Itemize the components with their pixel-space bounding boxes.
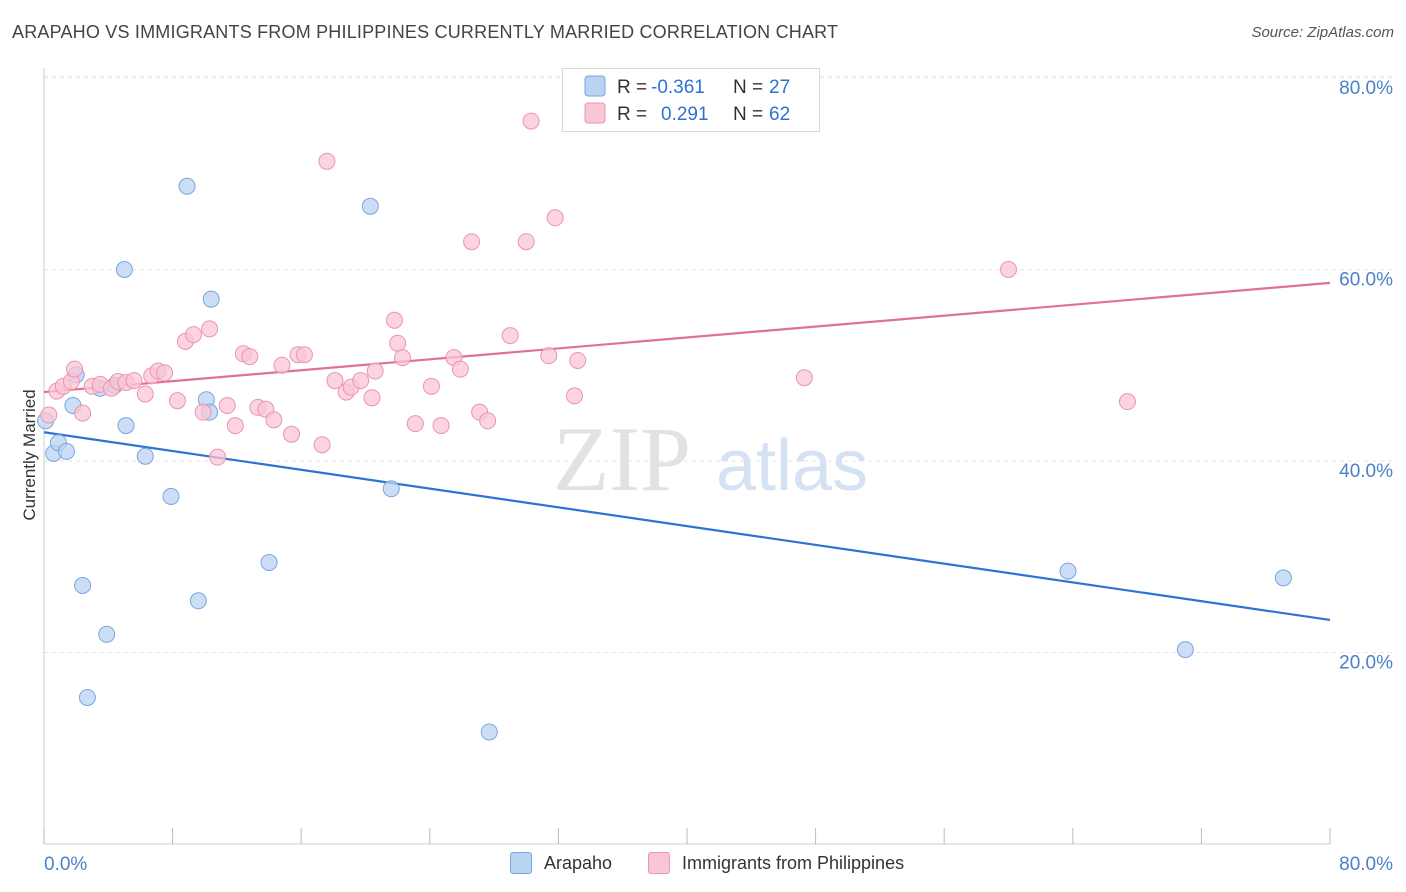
y-tick-label: 20.0% — [1339, 653, 1393, 674]
data-point — [189, 592, 207, 610]
data-point — [98, 625, 116, 643]
data-point — [795, 369, 813, 387]
data-point — [480, 723, 498, 741]
data-point — [209, 448, 227, 466]
data-point — [78, 689, 96, 707]
data-point — [66, 360, 84, 378]
data-point — [1274, 569, 1292, 587]
chart-title: ARAPAHO VS IMMIGRANTS FROM PHILIPPINES C… — [12, 22, 839, 42]
data-point — [136, 385, 154, 403]
watermark-atlas: atlas — [716, 426, 868, 506]
legend-n-label: N = — [733, 104, 763, 125]
legend-label: Arapaho — [544, 852, 613, 873]
legend-item-philippines[interactable]: Immigrants from Philippines — [648, 852, 904, 874]
data-point — [125, 372, 143, 390]
data-point — [168, 392, 186, 410]
data-point — [202, 290, 220, 308]
data-point — [117, 417, 135, 435]
trend-lines — [43, 281, 1331, 622]
data-point — [184, 326, 202, 344]
y-tick-label: 60.0% — [1339, 270, 1393, 291]
data-point — [1176, 641, 1194, 659]
data-point — [241, 348, 259, 366]
watermark-zip: ZIP — [553, 408, 691, 510]
data-point — [156, 364, 174, 382]
legend-swatch-arapaho — [584, 75, 606, 97]
data-point — [273, 356, 291, 374]
data-point — [58, 442, 76, 460]
y-tick-labels: 20.0% 40.0% 60.0% 80.0% — [1339, 78, 1393, 674]
series-arapaho — [37, 177, 1292, 741]
legend-n-label: N = — [733, 77, 763, 98]
data-point — [352, 372, 370, 390]
data-point — [385, 311, 403, 329]
data-point — [74, 576, 92, 594]
data-point — [295, 346, 313, 364]
data-point — [517, 233, 535, 251]
x-tick-label: 0.0% — [44, 854, 87, 875]
data-point — [115, 261, 133, 278]
data-point — [136, 447, 154, 465]
y-tick-label: 80.0% — [1339, 78, 1393, 99]
data-point — [260, 553, 278, 571]
data-point — [1118, 393, 1136, 411]
data-point — [201, 320, 219, 338]
source-label: Source: ZipAtlas.com — [1251, 24, 1394, 41]
data-point — [393, 349, 411, 367]
data-point — [313, 436, 331, 454]
legend-n-value: 62 — [769, 104, 790, 125]
legend-r-label: R = — [617, 77, 647, 98]
trend-line — [43, 281, 1331, 394]
axes: 0.0% 80.0% — [43, 68, 1393, 875]
data-point — [432, 417, 450, 435]
trend-line — [43, 431, 1331, 622]
data-point — [1000, 261, 1017, 278]
legend-label: Immigrants from Philippines — [682, 852, 905, 873]
data-point — [283, 425, 301, 443]
legend-item-arapaho[interactable]: Arapaho — [510, 852, 612, 874]
data-points — [37, 112, 1292, 741]
data-point — [74, 404, 92, 422]
data-point — [366, 362, 384, 380]
data-point — [361, 197, 379, 215]
stats-legend: R = -0.361 N = 27 R = 0.291 N = 62 — [562, 68, 820, 132]
data-point — [422, 377, 440, 395]
data-point — [565, 387, 583, 405]
data-point — [546, 209, 564, 227]
data-point — [463, 233, 481, 251]
legend-r-value: 0.291 — [661, 104, 709, 125]
legend-swatch — [648, 852, 670, 874]
legend-n-value: 27 — [769, 77, 790, 98]
data-point — [479, 412, 497, 430]
legend-r-label: R = — [617, 104, 647, 125]
data-point — [501, 327, 519, 345]
data-point — [194, 403, 212, 421]
data-point — [218, 396, 236, 414]
data-point — [382, 480, 400, 498]
data-point — [178, 177, 196, 195]
data-point — [265, 411, 283, 429]
data-point — [522, 112, 540, 130]
data-point — [162, 487, 180, 505]
data-point — [451, 360, 469, 378]
y-tick-label: 40.0% — [1339, 461, 1393, 482]
data-point — [40, 406, 58, 424]
data-point — [326, 372, 344, 390]
data-point — [226, 417, 244, 435]
data-point — [363, 389, 381, 407]
data-point — [318, 152, 336, 170]
data-point — [406, 415, 424, 433]
legend-r-value: -0.361 — [651, 77, 705, 98]
series-philippines — [40, 112, 1136, 466]
data-point — [540, 347, 558, 365]
watermark: ZIP atlas — [553, 408, 868, 510]
x-tick-label: 80.0% — [1339, 854, 1393, 875]
data-point — [569, 351, 587, 369]
data-point — [1059, 562, 1077, 580]
data-point — [389, 334, 407, 352]
legend-swatch-philippines — [584, 102, 606, 124]
legend-swatch — [510, 852, 532, 874]
